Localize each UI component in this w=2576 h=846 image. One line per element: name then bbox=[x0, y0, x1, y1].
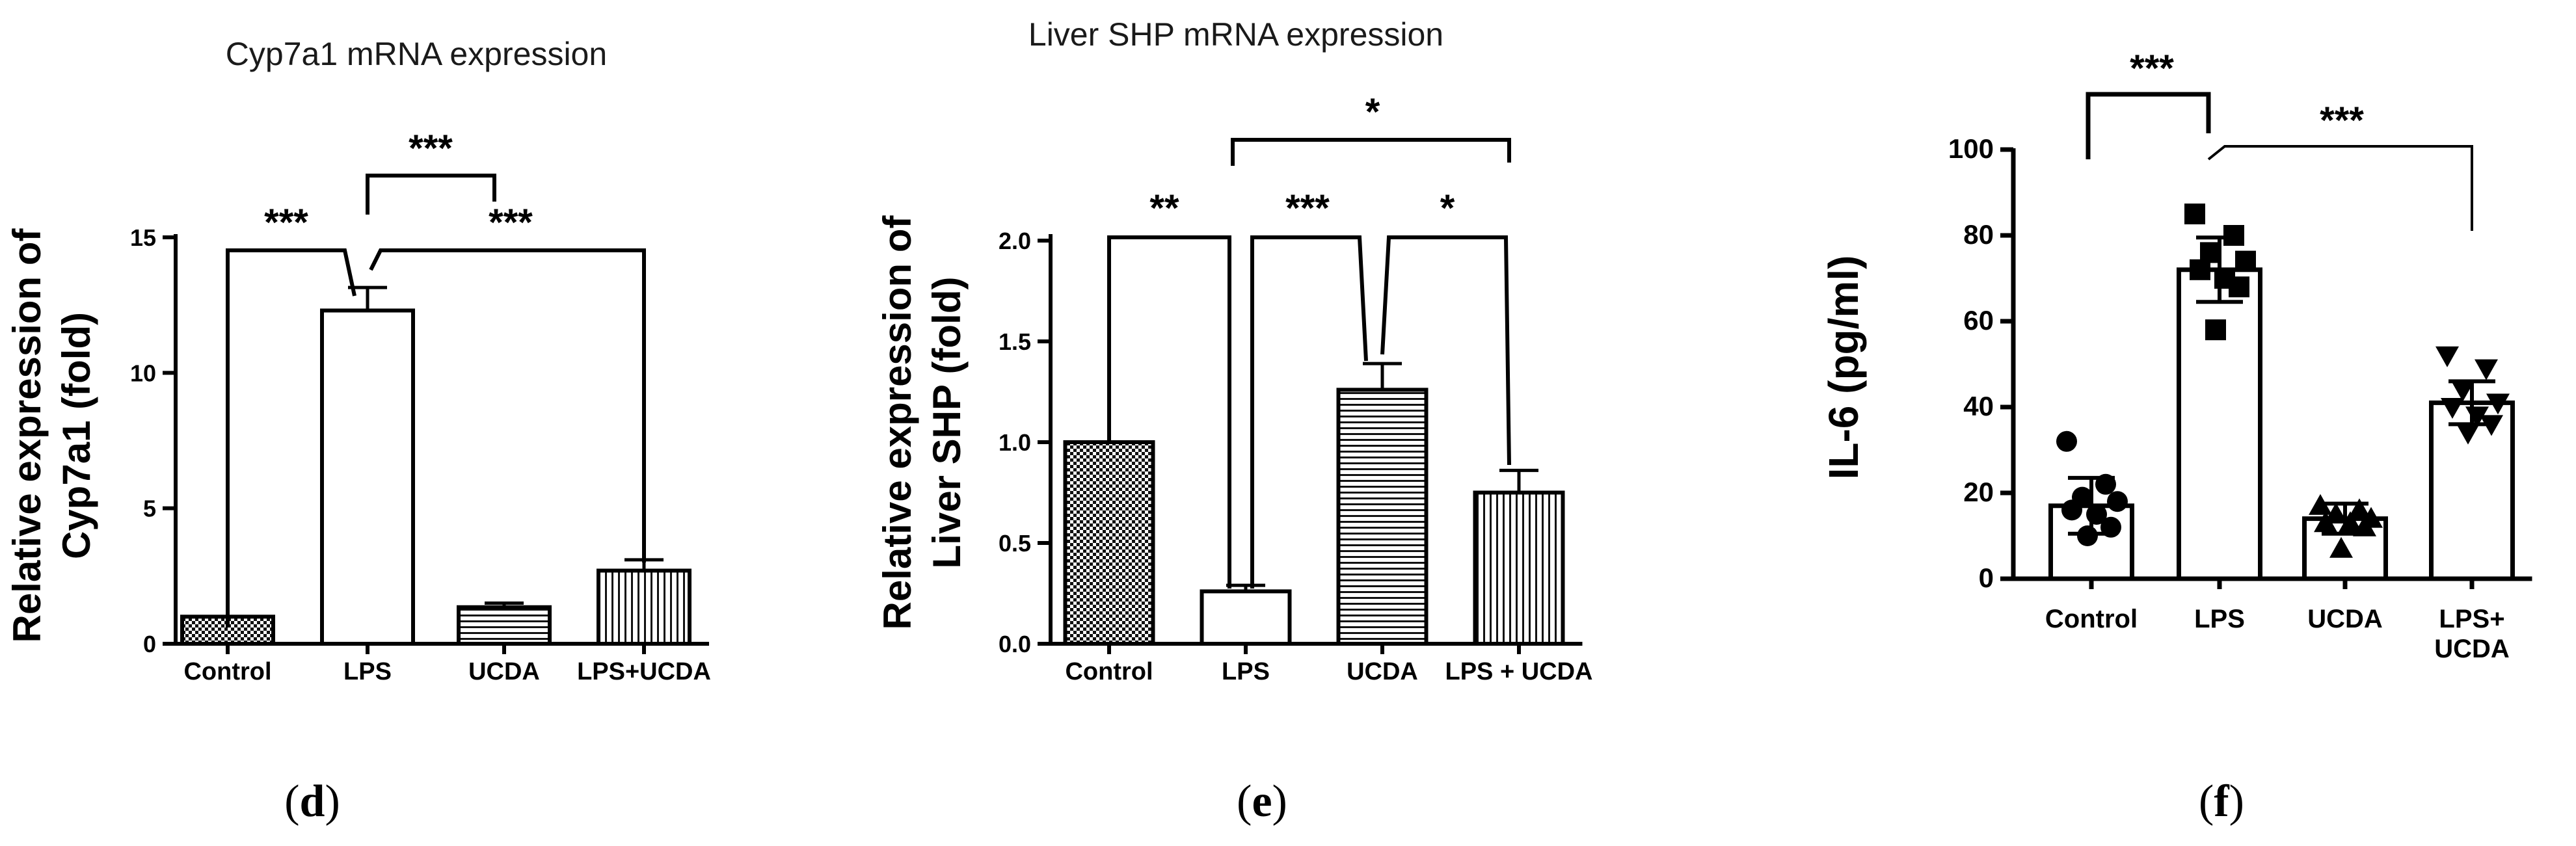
bar-lps-ucda bbox=[597, 568, 691, 646]
panel-d-ylabel-line1: Relative expression of bbox=[5, 228, 49, 643]
sig-bracket-control-lps bbox=[1107, 235, 1231, 588]
panel-d-ylabel-line2: Cyp7a1 (fold) bbox=[55, 312, 98, 559]
bar-lps bbox=[320, 308, 415, 646]
sig-bracket-lps-lpsucda-label: *** bbox=[2320, 99, 2364, 142]
data-point bbox=[2339, 511, 2362, 533]
data-point bbox=[2061, 499, 2082, 521]
y-tick-label: 5 bbox=[143, 496, 156, 522]
bar-lps bbox=[1200, 589, 1292, 646]
sig-bracket-lps-lpsucda bbox=[1231, 138, 1511, 166]
panel-e-plot: 0.0 0.5 1.0 1.5 2.0 Control LPS UCDA LPS + UCDA *… bbox=[999, 91, 1593, 685]
y-tick-label: 80 bbox=[1963, 219, 1994, 250]
y-tick-label: 10 bbox=[130, 360, 156, 386]
y-tick-label: 20 bbox=[1963, 477, 1994, 507]
data-point bbox=[2348, 498, 2371, 520]
panel-e-ylabel-line1: Relative expression of bbox=[876, 215, 919, 630]
x-tick-label: Control bbox=[1065, 658, 1153, 685]
data-point bbox=[2184, 204, 2205, 224]
data-point bbox=[2314, 511, 2337, 533]
data-point bbox=[2456, 423, 2480, 445]
x-tick-label: UCDA bbox=[1347, 658, 1418, 685]
y-tick-label: 40 bbox=[1963, 391, 1994, 421]
panel-d: Cyp7a1 mRNA expression Relative expressi… bbox=[5, 36, 711, 826]
sig-bracket-lps-lpsucda bbox=[369, 248, 646, 562]
x-tick-label: Control bbox=[183, 658, 271, 685]
bar-lps-ucda bbox=[1473, 490, 1565, 646]
sig-bracket-ucda-lpsucda-label: * bbox=[1440, 187, 1455, 230]
sig-bracket-lps-lpsucda-label: *** bbox=[489, 202, 533, 244]
data-point bbox=[2480, 415, 2503, 436]
x-tick-label: LPS+ bbox=[2439, 605, 2504, 633]
sig-bracket-lps-lpsucda-label: * bbox=[1365, 91, 1380, 133]
y-tick-label: 60 bbox=[1963, 305, 1994, 336]
data-point bbox=[2235, 250, 2256, 272]
y-tick-label: 15 bbox=[130, 224, 156, 251]
data-point bbox=[2107, 491, 2128, 512]
sig-bracket-control-lps-label: *** bbox=[264, 202, 308, 244]
data-point bbox=[2100, 516, 2121, 538]
panel-d-plot: 0 5 10 15 Control LPS UCDA LPS+UCDA *** *** *** bbox=[130, 127, 711, 685]
bar-ucda bbox=[1336, 388, 1429, 646]
panel-e-label: (e) bbox=[1237, 776, 1287, 826]
data-point bbox=[2475, 359, 2498, 380]
sig-bracket-ucda-lpsucda bbox=[1380, 235, 1511, 466]
y-tick-label: 100 bbox=[1948, 133, 1994, 164]
data-point bbox=[2223, 225, 2244, 246]
x-tick-label: Control bbox=[2045, 605, 2138, 633]
data-point bbox=[2205, 319, 2226, 341]
x-tick-label: UCDA bbox=[2307, 605, 2383, 633]
bar-lps bbox=[2177, 267, 2262, 581]
data-point bbox=[2324, 503, 2348, 523]
panel-d-label: (d) bbox=[284, 776, 340, 826]
bar-ucda bbox=[457, 605, 552, 646]
data-point bbox=[2353, 515, 2376, 536]
data-point bbox=[2086, 504, 2107, 525]
x-tick-label: LPS bbox=[343, 658, 392, 685]
panel-e: Liver SHP mRNA expression Relative expre… bbox=[876, 16, 1592, 826]
data-point bbox=[2077, 525, 2098, 546]
data-point bbox=[2095, 473, 2116, 495]
y-tick-label: 0 bbox=[1979, 562, 1994, 593]
sig-bracket-lps-ucda-label: *** bbox=[409, 127, 453, 170]
panel-f-ylabel: IL-6 (pg/ml) bbox=[1820, 256, 1867, 480]
sig-bracket-control-lps bbox=[2086, 92, 2211, 159]
sig-bracket-lps-ucda bbox=[366, 174, 496, 215]
sig-bracket-lps-lpsucda bbox=[2207, 145, 2473, 231]
panel-d-title: Cyp7a1 mRNA expression bbox=[226, 36, 607, 72]
data-point bbox=[2451, 380, 2475, 402]
panel-f-label: (f) bbox=[2199, 776, 2244, 826]
data-point bbox=[2056, 430, 2077, 452]
panel-e-ylabel-line2: Liver SHP (fold) bbox=[925, 277, 969, 569]
x-tick-label: LPS+UCDA bbox=[577, 658, 711, 685]
x-tick-label: LPS bbox=[2194, 605, 2245, 633]
x-tick-label: UCDA bbox=[468, 658, 540, 685]
x-tick-label: LPS + UCDA bbox=[1445, 658, 1593, 685]
y-tick-label: 2.0 bbox=[999, 228, 1031, 254]
sig-bracket-lps-ucda-label: *** bbox=[1285, 187, 1330, 230]
bar-control bbox=[1063, 440, 1155, 646]
data-point bbox=[2441, 398, 2464, 419]
panel-e-title: Liver SHP mRNA expression bbox=[1028, 16, 1443, 53]
sig-bracket-lps-ucda bbox=[1250, 235, 1368, 588]
x-tick-label: LPS bbox=[1222, 658, 1270, 685]
data-point bbox=[2309, 494, 2332, 515]
y-tick-label: 0 bbox=[143, 631, 156, 657]
data-point bbox=[2486, 393, 2510, 415]
sig-bracket-control-lps-label: ** bbox=[1149, 187, 1179, 230]
data-point bbox=[2190, 259, 2210, 280]
sig-bracket-control-lps-label: *** bbox=[2130, 47, 2174, 90]
sig-bracket-control-lps bbox=[226, 248, 356, 628]
y-tick-label: 0.0 bbox=[999, 631, 1031, 657]
data-point bbox=[2465, 406, 2489, 428]
x-tick-label: UCDA bbox=[2434, 635, 2510, 663]
y-tick-label: 1.0 bbox=[999, 429, 1031, 456]
data-point bbox=[2229, 276, 2249, 298]
y-tick-label: 0.5 bbox=[999, 530, 1031, 557]
data-point bbox=[2435, 346, 2459, 367]
data-point bbox=[2329, 536, 2353, 558]
y-tick-label: 1.5 bbox=[999, 328, 1031, 355]
